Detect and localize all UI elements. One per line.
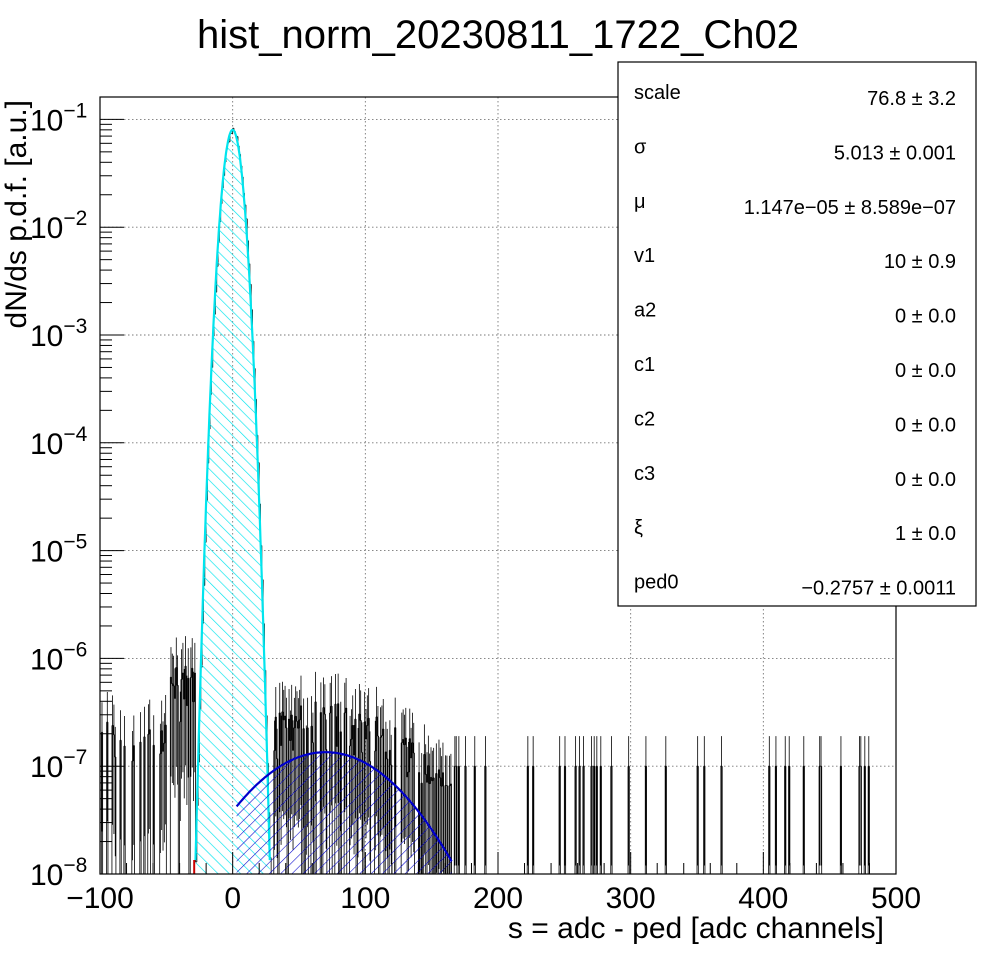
stat-value: 0 ± 0.0 [895, 469, 956, 491]
x-tick-label: −100 [66, 882, 134, 915]
stat-value: −0.2757 ± 0.0011 [801, 578, 956, 600]
y-tick-label: 10−8 [30, 854, 87, 892]
x-axis-label: s = adc - ped [adc channels] [508, 912, 884, 945]
y-tick-label: 10−5 [30, 531, 87, 569]
x-tick-label: 500 [871, 882, 921, 915]
stat-value: 1 ± 0.0 [895, 523, 956, 545]
stat-name: μ [634, 191, 646, 213]
stat-value: 76.8 ± 3.2 [867, 88, 956, 110]
y-tick-label: 10−4 [30, 423, 88, 461]
stat-value: 1.147e−05 ± 8.589e−07 [744, 197, 956, 219]
x-tick-label: 100 [340, 882, 390, 915]
stat-value: 10 ± 0.9 [884, 251, 956, 273]
stat-name: σ [634, 136, 647, 158]
x-tick-label: 0 [224, 882, 241, 915]
y-tick-label: 10−1 [30, 99, 87, 137]
y-tick-label: 10−6 [30, 638, 87, 676]
y-tick-label: 10−2 [30, 207, 87, 245]
x-tick-label: 200 [473, 882, 523, 915]
tick-labels: −100 0 100 200 300 400 500 10−1 10−2 10−3 10−4 10−5… [30, 99, 921, 915]
stat-name: scale [634, 82, 681, 104]
stat-name: v1 [634, 245, 655, 267]
stat-value: 5.013 ± 0.001 [834, 142, 956, 164]
stats-rows: scale 76.8 ± 3.2 σ 5.013 ± 0.001 μ 1.147e−05 … [634, 82, 956, 600]
pedestal-curve [194, 128, 271, 861]
stat-name: ped0 [634, 572, 679, 594]
y-axis-label: dN/ds p.d.f. [a.u.] [0, 100, 33, 328]
y-tick-label: 10−7 [30, 746, 87, 784]
signal-fill [236, 752, 452, 874]
stat-value: 0 ± 0.0 [895, 360, 956, 382]
y-tick-label: 10−3 [30, 315, 87, 353]
x-tick-label: 300 [606, 882, 656, 915]
stat-value: 0 ± 0.0 [895, 306, 956, 328]
stats-box: scale 76.8 ± 3.2 σ 5.013 ± 0.001 μ 1.147e−05 … [617, 61, 977, 607]
signal-curve [235, 751, 453, 862]
axis-ticks [99, 118, 897, 875]
stat-value: 0 ± 0.0 [895, 414, 956, 436]
fit-curves [193, 128, 453, 874]
stats-box-frame [617, 61, 977, 607]
stat-name: a2 [634, 300, 656, 322]
stat-name: c1 [634, 354, 655, 376]
stat-name: ξ [634, 517, 643, 539]
chart-title: hist_norm_20230811_1722_Ch02 [197, 13, 799, 57]
stat-name: c2 [634, 408, 655, 430]
stat-name: c3 [634, 463, 655, 485]
x-tick-label: 400 [738, 882, 788, 915]
